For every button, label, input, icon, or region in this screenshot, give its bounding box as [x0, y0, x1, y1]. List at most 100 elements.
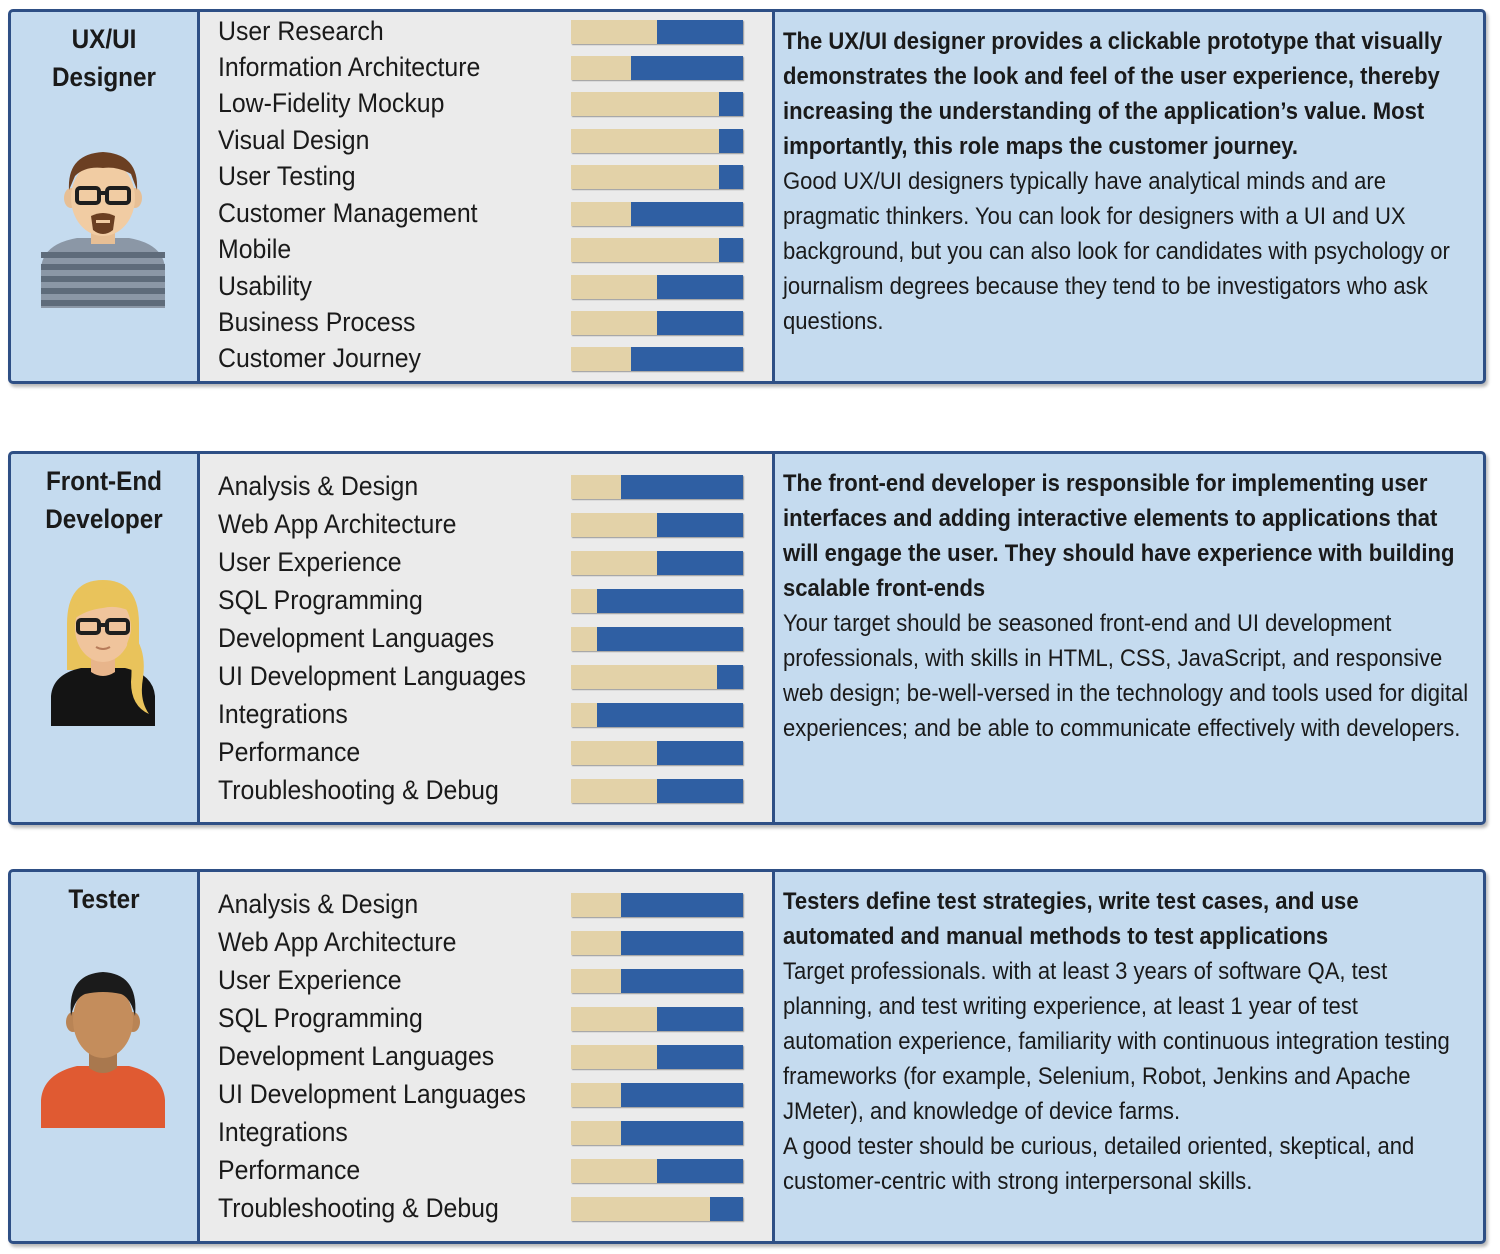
skill-label: Analysis & Design [218, 889, 419, 919]
description-paragraph: Your target should be seasoned front-end… [783, 610, 1469, 742]
skill-bar-fill [571, 931, 621, 955]
skill-row: Visual Design [200, 122, 772, 158]
role-card-tester: Tester Analysis & Design Web App Archite… [8, 869, 1486, 1244]
role-card-ux-ui-designer: UX/UI Designer [8, 9, 1486, 384]
skill-bar [571, 56, 743, 80]
skill-bar [571, 627, 743, 651]
skill-row: Troubleshooting & Debug [200, 1190, 772, 1226]
skill-row: Business Process [200, 304, 772, 340]
skill-label: Performance [218, 1155, 361, 1185]
skill-bar [571, 20, 743, 44]
skill-label: Integrations [218, 699, 348, 729]
skill-bar [571, 893, 743, 917]
skills-column: Analysis & Design Web App Architecture U… [200, 872, 775, 1241]
role-column: UX/UI Designer [11, 12, 200, 381]
skill-row: SQL Programming [200, 1000, 772, 1036]
skill-bar-fill [571, 779, 657, 803]
skill-label: Integrations [218, 1117, 348, 1147]
skill-bar [571, 165, 743, 189]
skill-row: User Experience [200, 962, 772, 998]
skill-bar [571, 275, 743, 299]
role-title-line1: Tester [68, 884, 140, 914]
skill-label: User Research [218, 16, 384, 46]
description-column: The UX/UI designer provides a clickable … [775, 12, 1483, 339]
skill-bar-fill [571, 513, 657, 537]
skill-row: Analysis & Design [200, 886, 772, 922]
description-column: The front-end developer is responsible f… [775, 454, 1483, 746]
description-summary: The UX/UI designer provides a clickable … [783, 28, 1443, 160]
skill-row: User Experience [200, 544, 772, 580]
designer-avatar-icon [41, 152, 165, 308]
description-summary: The front-end developer is responsible f… [783, 470, 1455, 602]
skill-label: Low-Fidelity Mockup [218, 88, 445, 118]
skill-bar-fill [571, 703, 597, 727]
skill-label: User Experience [218, 965, 402, 995]
skill-bar [571, 1007, 743, 1031]
skills-column: Analysis & Design Web App Architecture U… [200, 454, 775, 822]
skill-bar [571, 665, 743, 689]
skill-label: Development Languages [218, 1041, 495, 1071]
skill-row: User Testing [200, 158, 772, 194]
skill-row: Low-Fidelity Mockup [200, 85, 772, 121]
skill-bar-fill [571, 551, 657, 575]
description-summary: Testers define test strategies, write te… [783, 888, 1359, 950]
skill-bar [571, 779, 743, 803]
skill-bar-fill [571, 741, 657, 765]
skill-label: Mobile [218, 234, 292, 264]
skill-label: Analysis & Design [218, 471, 419, 501]
skill-bar [571, 703, 743, 727]
skill-bar-fill [571, 1159, 657, 1183]
skill-label: Troubleshooting & Debug [218, 775, 499, 805]
skill-bar [571, 92, 743, 116]
skill-bar [571, 238, 743, 262]
skill-bar-fill [571, 347, 632, 371]
skill-label: Information Architecture [218, 52, 481, 82]
role-title-line2: Designer [51, 62, 156, 92]
role-card-front-end-developer: Front-End Developer Analysis & Desig [8, 451, 1486, 825]
role-title-line2: Developer [45, 504, 163, 534]
skill-bar-fill [571, 92, 719, 116]
description-paragraph: Good UX/UI designers typically have anal… [783, 168, 1450, 335]
role-title: Front-End Developer [20, 462, 187, 538]
skill-row: Analysis & Design [200, 468, 772, 504]
skill-row: Development Languages [200, 620, 772, 656]
skill-row: Performance [200, 1152, 772, 1188]
skill-bar [571, 931, 743, 955]
skill-bar [571, 513, 743, 537]
skill-bar-fill [571, 56, 632, 80]
skill-row: UI Development Languages [200, 1076, 772, 1112]
skill-row: Integrations [200, 696, 772, 732]
skill-bar-fill [571, 202, 632, 226]
skills-column: User Research Information Architecture L… [200, 12, 775, 381]
skill-bar-fill [571, 20, 657, 44]
role-title: Tester [20, 880, 187, 918]
skill-row: Web App Architecture [200, 506, 772, 542]
description-column: Testers define test strategies, write te… [775, 872, 1483, 1199]
skill-label: User Experience [218, 547, 402, 577]
skill-label: UI Development Languages [218, 661, 526, 691]
skill-bar [571, 1121, 743, 1145]
skill-bar-fill [571, 893, 621, 917]
skill-row: Troubleshooting & Debug [200, 772, 772, 808]
skill-label: Web App Architecture [218, 927, 457, 957]
skill-row: Customer Management [200, 195, 772, 231]
skill-label: Customer Journey [218, 343, 421, 373]
skill-bar-fill [571, 1045, 657, 1069]
skill-bar-fill [571, 275, 657, 299]
skill-bar-fill [571, 475, 621, 499]
skill-row: Customer Journey [200, 340, 772, 376]
skill-bar-fill [571, 627, 597, 651]
skill-bar [571, 202, 743, 226]
skill-label: Development Languages [218, 623, 495, 653]
skill-bar-fill [571, 311, 657, 335]
skill-label: Usability [218, 271, 312, 301]
skill-bar-fill [571, 1197, 711, 1221]
skill-label: UI Development Languages [218, 1079, 526, 1109]
skill-label: SQL Programming [218, 585, 423, 615]
skill-bar [571, 1083, 743, 1107]
description-paragraph: A good tester should be curious, detaile… [783, 1133, 1415, 1195]
skill-row: Integrations [200, 1114, 772, 1150]
skill-row: UI Development Languages [200, 658, 772, 694]
skill-bar [571, 969, 743, 993]
skill-label: Web App Architecture [218, 509, 457, 539]
